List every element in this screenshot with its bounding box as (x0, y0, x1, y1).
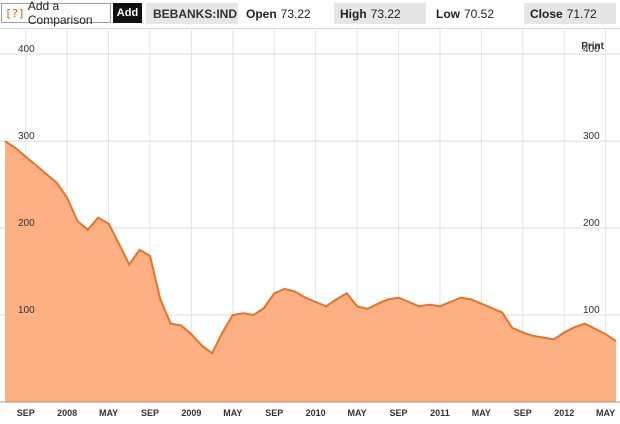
help-icon: [?] (5, 6, 25, 20)
y-tick-label-right: 400 (583, 44, 600, 55)
y-tick-label-right: 200 (583, 218, 600, 229)
high-value: 73.22 (370, 6, 401, 21)
add-comparison-button[interactable]: [?] Add a Comparison (1, 0, 111, 27)
price-area (5, 141, 616, 402)
y-tick-label-left: 300 (18, 131, 35, 142)
x-tick-label: 2011 (430, 408, 450, 418)
symbol-label: BEBANKS:IND (146, 3, 238, 24)
y-tick-label-right: 100 (583, 305, 600, 316)
low-value: 70.52 (464, 6, 495, 21)
price-chart: 100 100 200 200 300 300 400 400 SEP 2008 MAY SEP 20… (0, 28, 620, 418)
x-tick-label: SEP (390, 408, 408, 418)
x-tick-label: MAY (99, 408, 118, 418)
open-value: 73.22 (280, 6, 311, 21)
y-tick-label-left: 100 (18, 305, 35, 316)
price-line (4, 140, 617, 355)
x-tick-label: MAY (223, 408, 242, 418)
add-comparison-label: Add a Comparison (27, 0, 93, 27)
y-axis-labels: 100 100 200 200 300 300 400 400 (18, 44, 600, 316)
close-value: 71.72 (566, 6, 597, 21)
x-tick-label: 2012 (554, 408, 574, 418)
add-button[interactable]: Add (113, 3, 142, 23)
print-link[interactable]: Print (581, 41, 604, 52)
x-tick-label: 2009 (181, 408, 201, 418)
y-tick-label-right: 300 (583, 131, 600, 142)
open-label: Open (246, 6, 277, 21)
high-label: High (340, 6, 367, 21)
chart-toolbar: [?] Add a Comparison Add BEBANKS:IND Ope… (0, 0, 620, 29)
x-tick-label: SEP (265, 408, 283, 418)
y-tick-label-left: 200 (18, 218, 35, 229)
x-tick-label: MAY (472, 408, 491, 418)
x-tick-label: SEP (514, 408, 532, 418)
close-stat: Close 71.72 (524, 3, 616, 24)
open-stat: Open 73.22 (240, 3, 326, 24)
x-tick-label: SEP (141, 408, 159, 418)
y-tick-label-left: 400 (18, 44, 35, 55)
low-stat: Low 70.52 (430, 3, 520, 24)
x-tick-label: 2010 (306, 408, 326, 418)
x-axis-labels: SEP 2008 MAY SEP 2009 MAY SEP 2010 MAY SEP 2011 MAY… (17, 408, 616, 418)
low-label: Low (436, 6, 460, 21)
x-tick-label: MAY (596, 408, 615, 418)
x-tick-label: SEP (17, 408, 35, 418)
close-label: Close (530, 6, 563, 21)
x-tick-label: MAY (348, 408, 367, 418)
high-stat: High 73.22 (334, 3, 426, 24)
x-tick-label: 2008 (57, 408, 77, 418)
